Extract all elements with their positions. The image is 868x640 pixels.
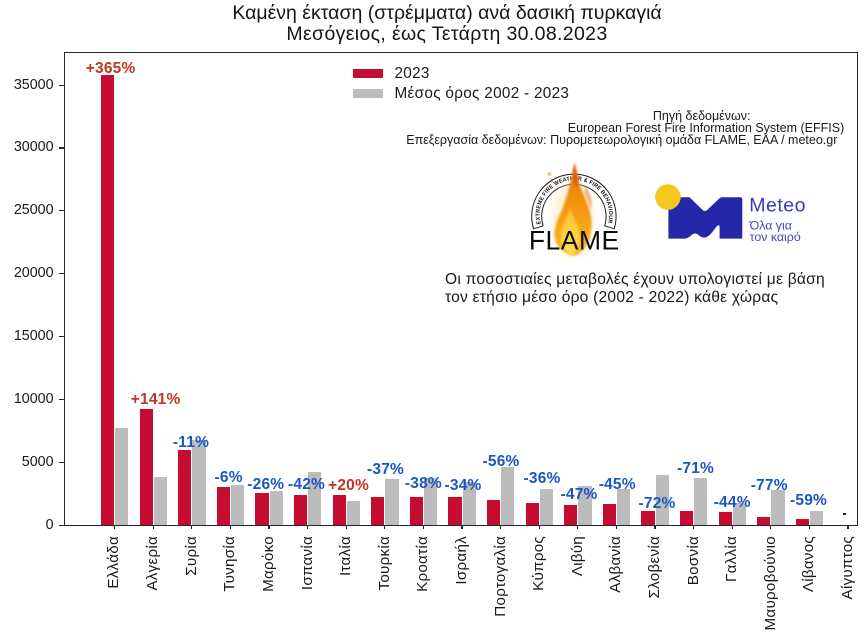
svg-text:Όλα για: Όλα για <box>749 219 792 233</box>
svg-text:τον καιρό: τον καιρό <box>750 230 801 244</box>
svg-text:Meteo: Meteo <box>749 195 806 217</box>
svg-text:FLAME: FLAME <box>529 225 620 255</box>
